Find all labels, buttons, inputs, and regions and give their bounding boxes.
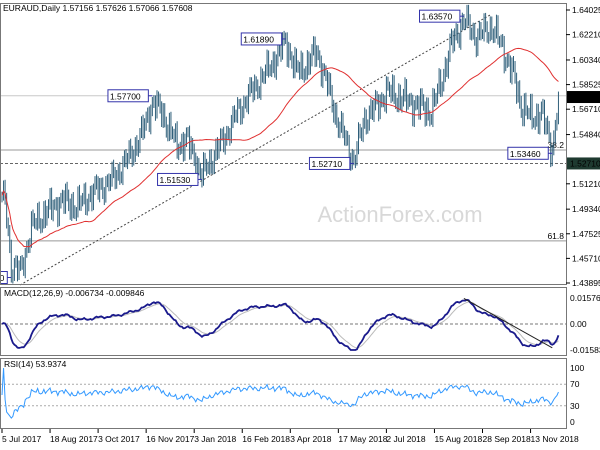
macd-trendline [463,297,553,349]
rsi-frame [0,358,567,429]
price-marker-label: 1.52710 [570,158,600,168]
annotation-label: 1.57700 [110,91,141,101]
date-label: 28 Sep 2018 [483,434,531,444]
rsi-tick-label: 30 [570,401,580,411]
rsi-panel [0,367,566,419]
annotation-box [308,156,351,170]
rsi-tick-label: 100 [570,363,584,373]
price-tick-label: 1.58525 [572,80,600,90]
macd-panel [0,297,566,351]
price-marker-label: 1.57608 [570,92,600,102]
date-label: 16 Feb 2018 [242,434,290,444]
date-label: 16 Nov 2017 [146,434,194,444]
annotation-label: 1.52710 [311,159,342,169]
macd-tick-label: -0.015834 [570,345,600,355]
price-marker [567,157,600,170]
rsi-tick-label: 0 [570,417,575,427]
price-tick-label: 1.64025 [572,5,600,15]
price-panel: 38.2 61.8 1.57700 1.51530 1.61890 1.52710 1.63… [0,4,566,286]
macd-tick-label: 0.00 [570,319,587,329]
price-marker [567,91,600,104]
macd-frame [0,287,567,356]
annotation-label: 1.51530 [160,175,191,185]
annotation-label: 1.53460 [510,149,541,159]
price-tick-label: 1.51210 [572,179,600,189]
fib-label: 61.8 [547,231,564,241]
price-tick-label: 1.45710 [572,253,600,263]
annotation-box [107,89,149,103]
price-tick-label: 1.49340 [572,204,600,214]
price-tick-label: 1.47525 [572,229,600,239]
macd-label: MACD(12,26,9) -0.006734 -0.009846 [4,288,145,298]
moving-average-line [1,47,559,248]
date-label: 2 Jul 2018 [386,434,425,444]
price-tick-label: 1.60340 [572,55,600,65]
annotation-box [240,32,283,46]
macd-tick-label: 0.015762 [570,293,600,303]
annotation-box [419,9,461,23]
annotation-label: 1.63570 [422,12,453,22]
rsi-tick-label: 70 [570,379,580,389]
chart-title: EURAUD,Daily 1.57156 1.57626 1.57066 1.5… [3,3,193,13]
annotation-label: 1.61890 [243,34,274,44]
price-tick-label: 1.54840 [572,130,600,140]
rsi-label: RSI(14) 53.9374 [4,359,67,369]
price-tick-label: 1.43895 [572,278,600,288]
price-tick-label: 1.56710 [572,104,600,114]
fib-label: 38.2 [547,140,564,150]
watermark: ActionForex.com [317,202,482,227]
annotation-box [507,146,549,160]
date-label: 3 Apr 2018 [290,434,331,444]
rsi-line [1,367,559,419]
annotation-label: 10 [0,273,5,283]
date-label: 3 Jan 2018 [194,434,236,444]
date-label: 15 Aug 2018 [434,434,482,444]
annotation-box [157,172,199,186]
date-label: 17 May 2018 [338,434,387,444]
date-label: 3 Oct 2017 [98,434,140,444]
date-label: 13 Nov 2018 [531,434,579,444]
price-frame [0,3,567,285]
date-label: 5 Jul 2017 [2,434,41,444]
price-tick-label: 1.62210 [572,30,600,40]
axes: 1.64025 1.62210 1.60340 1.58525 1.56710 1.548… [0,3,600,444]
macd-line [1,298,560,351]
date-label: 18 Aug 2017 [50,434,98,444]
